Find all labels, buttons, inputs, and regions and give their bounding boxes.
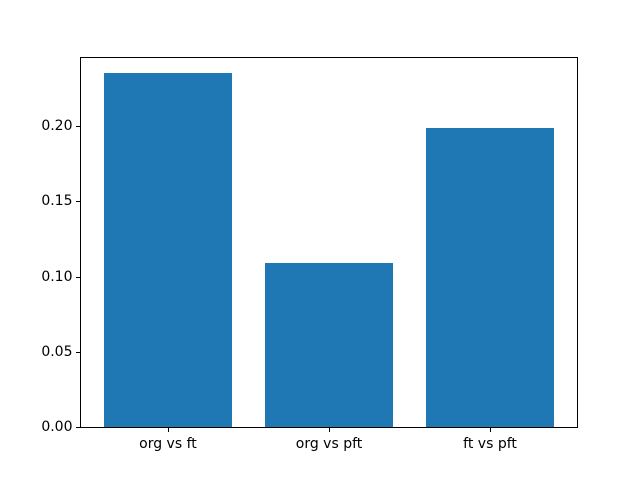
x-tick-mark <box>329 428 330 432</box>
y-tick-label: 0.10 <box>41 268 73 285</box>
y-tick-label: 0.00 <box>41 419 73 435</box>
x-tick-label-org-vs-ft: org vs ft <box>139 436 197 452</box>
y-tick-mark <box>76 427 80 428</box>
bar-org-vs-ft <box>103 73 233 427</box>
y-tick-label: 0.20 <box>41 118 73 135</box>
bar-org-vs-pft <box>264 262 394 427</box>
x-tick-mark <box>490 428 492 432</box>
plot-area <box>81 58 577 427</box>
y-tick-label: 0.15 <box>41 193 73 210</box>
y-tick-mark <box>76 126 80 128</box>
y-tick-mark <box>76 201 80 203</box>
bar-ft-vs-pft <box>425 127 555 427</box>
x-tick-mark <box>167 428 169 432</box>
x-tick-label-ft-vs-pft: ft vs pft <box>463 436 517 452</box>
y-tick-mark <box>76 276 80 278</box>
y-tick-mark <box>76 351 80 353</box>
y-tick-label: 0.05 <box>41 343 73 360</box>
x-tick-label-org-vs-pft: org vs pft <box>295 436 363 452</box>
